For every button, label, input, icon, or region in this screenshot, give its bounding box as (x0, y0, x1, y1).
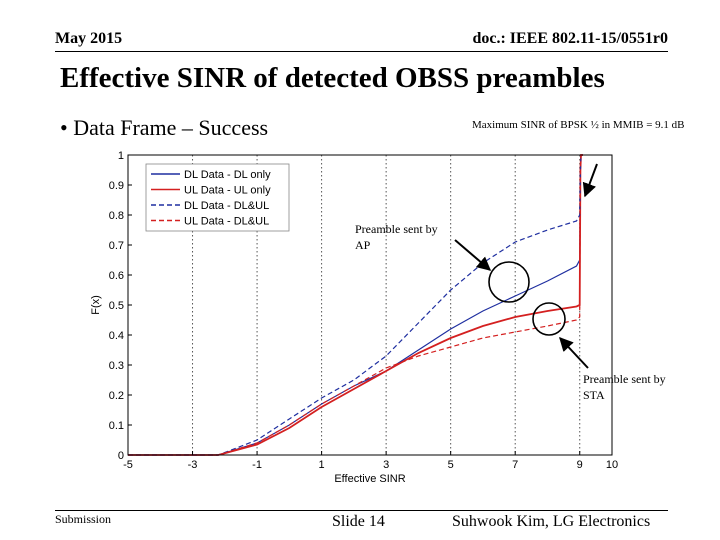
x-tick-label-1: -3 (188, 459, 198, 471)
x-tick-label-6: 7 (512, 459, 518, 471)
y-tick-label-8: 0.8 (109, 210, 124, 222)
legend-label-2: DL Data - DL&UL (184, 200, 269, 212)
y-tick-label-7: 0.7 (109, 240, 124, 252)
axis-ticks: -5 -3 -1 1 3 5 7 9 10 0 0.1 0.2 0.3 0.4 0.5 0.6 0.7 0.8 0.… (109, 150, 618, 471)
annotation-max-sinr: Maximum SINR of BPSK ½ in MMIB = 9.1 dB (472, 119, 684, 131)
x-tick-label-4: 3 (383, 459, 389, 471)
y-axis-label: F(x) (90, 295, 102, 315)
series-line-2 (128, 154, 583, 456)
annotation-sta-line2: STA (583, 388, 605, 402)
x-tick-label-0: -5 (123, 459, 133, 471)
arrow-max-sinr (582, 163, 598, 198)
header-doc-id: doc.: IEEE 802.11-15/0551r0 (472, 30, 668, 47)
y-tick-label-4: 0.4 (109, 330, 124, 342)
y-tick-label-3: 0.3 (109, 360, 124, 372)
legend-label-0: DL Data - DL only (184, 169, 271, 181)
x-tick-label-8: 10 (606, 459, 618, 471)
annotations: Maximum SINR of BPSK ½ in MMIB = 9.1 dB … (355, 119, 684, 402)
y-tick-label-6: 0.6 (109, 270, 124, 282)
footer-submission: Submission (55, 512, 112, 526)
footer-slide-number: Slide 14 (332, 513, 385, 530)
series-lines (128, 154, 583, 456)
x-axis-label: Effective SINR (334, 473, 405, 485)
circle-ap (488, 261, 530, 303)
legend-label-3: UL Data - DL&UL (184, 216, 269, 228)
annotation-sta-line1: Preamble sent by (583, 372, 666, 386)
x-tick-label-5: 5 (448, 459, 454, 471)
x-tick-label-3: 1 (319, 459, 325, 471)
series-line-3 (128, 154, 583, 456)
footer-rule (55, 510, 668, 511)
x-tick-label-7: 9 (577, 459, 583, 471)
annotation-ap-line1: Preamble sent by (355, 222, 438, 236)
bullet-text: • Data Frame – Success (60, 115, 269, 140)
y-tick-label-10: 1 (118, 150, 124, 162)
annotation-ap-line2: AP (355, 238, 371, 252)
arrow-ap (454, 239, 492, 271)
y-tick-label-5: 0.5 (109, 300, 124, 312)
y-tick-label-0: 0 (118, 450, 124, 462)
header-date: May 2015 (55, 30, 123, 47)
circle-sta (532, 302, 566, 336)
header-rule (55, 51, 668, 52)
y-tick-label-1: 0.1 (109, 420, 124, 432)
footer-author: Suhwook Kim, LG Electronics (452, 513, 651, 530)
legend-label-1: UL Data - UL only (184, 185, 271, 197)
legend: DL Data - DL only UL Data - UL only DL Dat… (145, 163, 290, 232)
y-tick-label-2: 0.2 (109, 390, 124, 402)
x-tick-label-2: -1 (252, 459, 262, 471)
arrow-sta (559, 336, 589, 369)
slide-title: Effective SINR of detected OBSS preamble… (60, 62, 605, 94)
y-tick-label-9: 0.9 (109, 180, 124, 192)
